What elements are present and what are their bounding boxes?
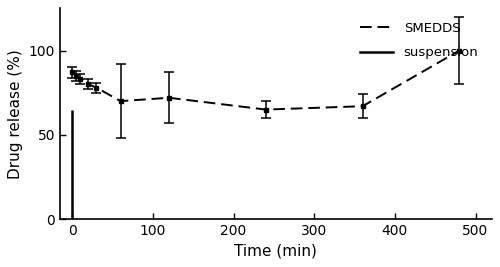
- suspension: [69, 218, 75, 221]
- Y-axis label: Drug release (%): Drug release (%): [8, 49, 24, 179]
- suspension: [69, 108, 75, 111]
- Legend: SMEDDS, suspension: SMEDDS, suspension: [354, 15, 485, 66]
- X-axis label: Time (min): Time (min): [234, 244, 318, 259]
